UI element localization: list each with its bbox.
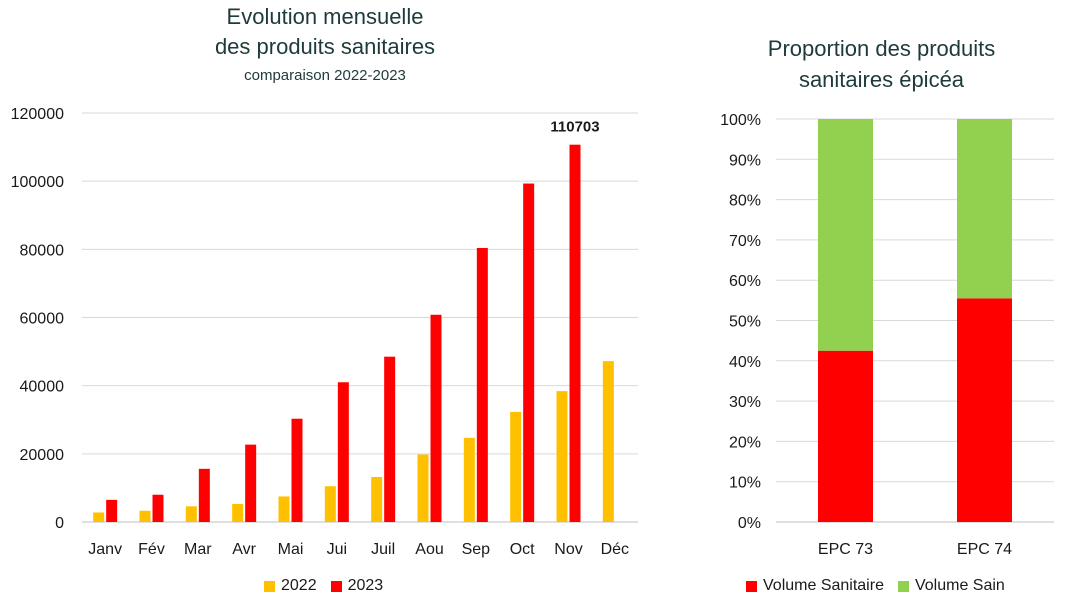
data-label-nov-2023: 110703 bbox=[550, 119, 599, 136]
bar-2023-Janv bbox=[106, 499, 118, 522]
y-tick-label: 10% bbox=[729, 475, 761, 492]
bar-2022-Jui bbox=[324, 486, 336, 522]
bar-volume-sanitaire-epc-74 bbox=[957, 298, 1012, 522]
legend-item-2022: 2022 bbox=[264, 577, 317, 595]
bar-2023-Juil bbox=[384, 356, 396, 522]
x-tick-label: Avr bbox=[232, 541, 256, 558]
legend-label-2023: 2023 bbox=[347, 577, 384, 594]
bar-2023-Mai bbox=[291, 418, 303, 522]
chart-title-line2: sanitaires épicéa bbox=[798, 67, 965, 92]
y-tick-label: 40000 bbox=[20, 379, 65, 396]
bar-2022-Fév bbox=[139, 510, 151, 522]
y-tick-label: 40% bbox=[729, 354, 761, 371]
x-tick-label: Mar bbox=[184, 541, 212, 558]
legend-swatch-2022 bbox=[264, 580, 275, 592]
proportion-bar-plot: 0% 10% 20% 30% 40% 50% 60% 70% 80% 90% 100% EPC 73 E… bbox=[720, 112, 1054, 558]
y-tick-label: 80% bbox=[729, 193, 761, 210]
x-tick-label: Janv bbox=[88, 541, 122, 558]
proportion-chart: Proportion des produits sanitaires épicé… bbox=[690, 0, 1073, 605]
y-tick-label: 90% bbox=[729, 152, 761, 169]
bar-2022-Juil bbox=[371, 477, 383, 522]
chart-title-line1: Evolution mensuelle bbox=[226, 4, 424, 29]
bar-2023-Nov bbox=[569, 144, 581, 523]
legend-label-2022: 2022 bbox=[281, 577, 317, 594]
y-tick-label: 30% bbox=[729, 394, 761, 411]
chart-subtitle: comparaison 2022-2023 bbox=[244, 67, 406, 84]
y-tick-label: 120000 bbox=[11, 106, 64, 123]
bar-2022-Aou bbox=[417, 454, 429, 522]
chart-title-line1: Proportion des produits bbox=[767, 36, 996, 61]
x-tick-label: Jui bbox=[327, 541, 347, 558]
y-tick-label: 100% bbox=[720, 112, 761, 129]
bar-2023-Mar bbox=[198, 468, 210, 522]
bar-2023-Avr bbox=[245, 444, 257, 522]
legend-swatch-volume-sanitaire bbox=[746, 580, 757, 592]
legend-label-volume-sanitaire: Volume Sanitaire bbox=[763, 577, 884, 594]
x-tick-label: Aou bbox=[415, 541, 443, 558]
legend-swatch-volume-sain bbox=[897, 580, 909, 592]
bar-2023-Jui bbox=[337, 382, 349, 522]
x-tick-label: EPC 73 bbox=[818, 541, 873, 558]
bar-2022-Sep bbox=[463, 437, 475, 522]
bar-2022-Janv bbox=[93, 512, 105, 522]
monthly-legend: 2022 2023 bbox=[264, 577, 397, 595]
x-tick-label: Mai bbox=[278, 541, 304, 558]
bar-volume-sain-epc-74 bbox=[957, 119, 1012, 299]
y-tick-label: 80000 bbox=[20, 242, 65, 259]
y-tick-label: 20% bbox=[729, 434, 761, 451]
monthly-bar-plot: 0 20000 40000 60000 80000 100000 120000 Janv Fév… bbox=[11, 106, 638, 558]
y-tick-label: 20000 bbox=[20, 447, 65, 464]
legend-swatch-2023 bbox=[330, 580, 342, 592]
y-tick-label: 70% bbox=[729, 233, 761, 250]
bar-2023-Aou bbox=[430, 314, 442, 522]
monthly-evolution-chart: Evolution mensuelle des produits sanitai… bbox=[11, 4, 638, 595]
x-tick-label: Fév bbox=[138, 541, 165, 558]
bar-2023-Sep bbox=[476, 247, 488, 522]
x-tick-label: Oct bbox=[510, 541, 535, 558]
bar-2022-Oct bbox=[510, 411, 522, 522]
bar-2022-Mai bbox=[278, 496, 290, 522]
bar-2022-Nov bbox=[556, 391, 568, 522]
bar-volume-sain-epc-73 bbox=[818, 119, 873, 351]
y-tick-label: 100000 bbox=[11, 174, 64, 191]
bar-2022-Mar bbox=[185, 506, 197, 522]
x-tick-label: Nov bbox=[554, 541, 582, 558]
y-tick-label: 60% bbox=[729, 273, 761, 290]
y-tick-label: 0% bbox=[738, 515, 761, 532]
bar-volume-sanitaire-epc-73 bbox=[818, 350, 873, 522]
chart-title-line2: des produits sanitaires bbox=[214, 34, 436, 59]
x-tick-label: Déc bbox=[601, 541, 629, 558]
y-tick-label: 60000 bbox=[20, 311, 65, 328]
legend-label-volume-sain: Volume Sain bbox=[914, 577, 1005, 594]
x-tick-label: Sep bbox=[462, 541, 491, 558]
legend-item-volume-sanitaire: Volume Sanitaire bbox=[746, 577, 884, 595]
y-tick-label: 50% bbox=[729, 314, 761, 331]
x-tick-label: Juil bbox=[371, 541, 395, 558]
proportion-legend: Volume Sanitaire Volume Sain bbox=[746, 577, 1019, 595]
bar-2022-Déc bbox=[602, 361, 614, 522]
bar-2022-Avr bbox=[232, 503, 244, 522]
x-tick-label: EPC 74 bbox=[957, 541, 1012, 558]
bar-2023-Fév bbox=[152, 494, 164, 522]
bar-2023-Oct bbox=[523, 183, 535, 523]
legend-item-2023: 2023 bbox=[330, 577, 384, 595]
y-tick-label: 0 bbox=[55, 515, 64, 532]
legend-item-volume-sain: Volume Sain bbox=[897, 577, 1005, 595]
